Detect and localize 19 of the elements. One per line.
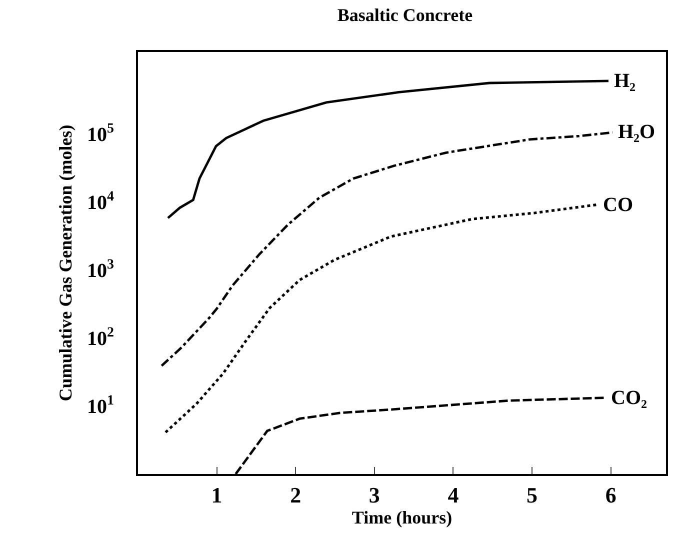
chart-title: Basaltic Concrete — [337, 4, 473, 25]
x-tick-label: 4 — [448, 482, 459, 508]
x-tick-label: 6 — [605, 482, 616, 508]
series-label: H₂ — [614, 70, 636, 92]
y-tick-label: 10$^{4}$ — [87, 190, 114, 214]
x-tick-label: 2 — [290, 482, 302, 508]
series-label: CO₂ — [611, 387, 647, 409]
y-tick-label: 10$^{3}$ — [87, 258, 114, 282]
line-series — [164, 203, 598, 434]
y-tick-label: 10$^{1}$ — [87, 394, 114, 418]
y-tick-label: 10$^{5}$ — [87, 122, 114, 146]
y-axis-title: Cumulative Gas Generation (moles) — [56, 124, 76, 402]
y-tick-label: 10$^{2}$ — [87, 326, 114, 350]
x-axis-title: Time (hours) — [352, 507, 452, 528]
series-label: H₂O — [618, 121, 656, 143]
series-label: CO — [603, 194, 633, 216]
x-tick-label: 1 — [211, 482, 222, 508]
x-tick-label: 5 — [526, 482, 538, 508]
x-tick-label: 3 — [368, 482, 380, 508]
